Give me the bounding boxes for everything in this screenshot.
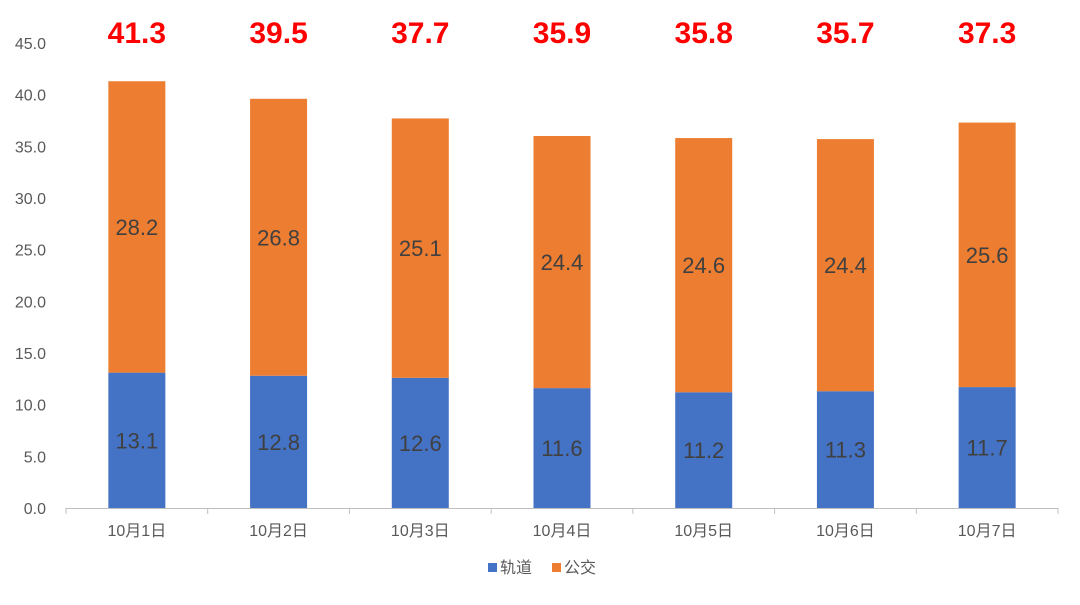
bar-data-label: 25.1 — [399, 236, 442, 261]
bar-data-label: 11.6 — [541, 436, 582, 461]
y-tick-label: 5.0 — [24, 449, 46, 466]
y-tick-label: 35.0 — [15, 139, 46, 156]
x-tick-label: 10月4日 — [533, 523, 592, 540]
bar-segment-rail — [958, 387, 1016, 508]
bar-segment-bus — [391, 118, 449, 378]
legend-label: 公交 — [564, 559, 596, 577]
bar-segment-rail — [816, 391, 874, 508]
x-tick-label: 10月7日 — [958, 523, 1017, 540]
bar-segment-rail — [675, 392, 733, 508]
bar-segment-rail — [533, 388, 591, 508]
bar-data-label: 12.8 — [257, 430, 300, 455]
x-tick-label: 10月2日 — [249, 523, 308, 540]
bar-segment-rail — [391, 377, 449, 508]
x-tick-label: 10月6日 — [816, 523, 875, 540]
y-tick-label: 15.0 — [15, 346, 46, 363]
bar-segment-bus — [816, 139, 874, 392]
y-tick-label: 25.0 — [15, 243, 46, 260]
y-tick-label: 20.0 — [15, 294, 46, 311]
bar-data-label: 24.6 — [682, 253, 725, 278]
bar-data-label: 11.7 — [967, 436, 1008, 461]
bar-data-label: 24.4 — [541, 250, 584, 275]
bar-data-label: 12.6 — [399, 431, 442, 456]
y-tick-label: 40.0 — [15, 88, 46, 105]
bar-segment-bus — [250, 98, 308, 376]
bar-segment-bus — [675, 138, 733, 393]
bar-segment-bus — [533, 136, 591, 389]
y-tick-label: 10.0 — [15, 398, 46, 415]
legend-label: 轨道 — [500, 559, 532, 577]
bar-data-label: 28.2 — [115, 215, 158, 240]
bar-data-label: 13.1 — [115, 428, 158, 453]
bar-segment-bus — [108, 81, 166, 373]
total-label: 35.9 — [533, 17, 591, 50]
bar-data-label: 25.6 — [966, 243, 1009, 268]
total-label: 35.8 — [675, 17, 733, 50]
total-label: 37.3 — [958, 17, 1016, 50]
legend-swatch-bus — [552, 563, 561, 572]
x-tick-label: 10月3日 — [391, 523, 450, 540]
bar-data-label: 26.8 — [257, 225, 300, 250]
bar-data-label: 11.2 — [683, 438, 724, 463]
x-tick-label: 10月1日 — [108, 523, 167, 540]
bar-segment-bus — [958, 122, 1016, 388]
bar-segment-rail — [250, 375, 308, 508]
bar-data-label: 24.4 — [824, 253, 867, 278]
total-label: 39.5 — [249, 17, 307, 50]
bar-segment-rail — [108, 372, 166, 508]
y-tick-label: 0.0 — [24, 501, 46, 518]
x-tick-label: 10月5日 — [674, 523, 733, 540]
total-label: 35.7 — [816, 17, 874, 50]
bar-data-label: 11.3 — [825, 438, 866, 463]
y-tick-label: 45.0 — [15, 36, 46, 53]
y-tick-label: 30.0 — [15, 191, 46, 208]
total-label: 37.7 — [391, 17, 449, 50]
legend-swatch-rail — [488, 563, 497, 572]
total-label: 41.3 — [108, 17, 166, 50]
